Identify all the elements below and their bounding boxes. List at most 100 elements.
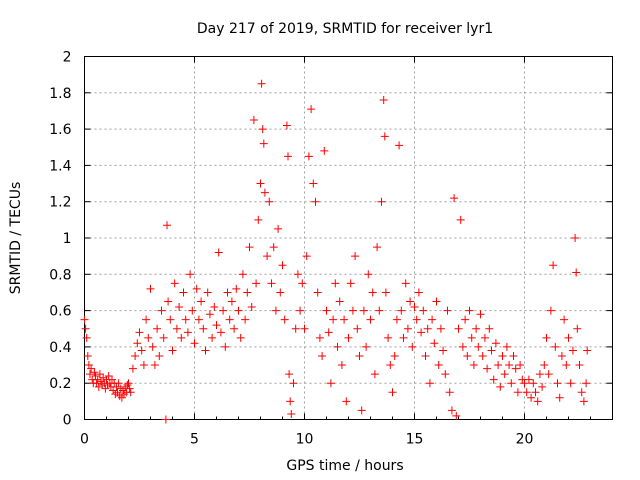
data-point bbox=[344, 333, 353, 342]
data-point bbox=[144, 333, 153, 342]
data-point bbox=[522, 388, 531, 397]
y-axis-title: SRMTID / TECUs bbox=[8, 182, 24, 295]
data-point bbox=[505, 361, 514, 370]
x-tick-label: 0 bbox=[80, 432, 89, 448]
x-tick-label: 5 bbox=[190, 432, 199, 448]
data-point bbox=[175, 302, 184, 311]
data-point bbox=[164, 297, 173, 306]
data-point bbox=[502, 342, 511, 351]
data-point bbox=[247, 302, 256, 311]
data-point bbox=[469, 361, 478, 370]
data-point bbox=[476, 310, 485, 319]
x-tick-label: 20 bbox=[516, 432, 534, 448]
data-point bbox=[322, 306, 331, 315]
data-point bbox=[256, 179, 265, 188]
data-point bbox=[436, 324, 445, 333]
data-point bbox=[498, 351, 507, 360]
data-point bbox=[373, 243, 382, 252]
data-point bbox=[414, 288, 423, 297]
data-point bbox=[386, 361, 395, 370]
data-point bbox=[298, 279, 307, 288]
data-point bbox=[260, 188, 269, 197]
data-point bbox=[276, 288, 285, 297]
data-point bbox=[582, 379, 591, 388]
data-point bbox=[432, 297, 441, 306]
y-tick-label: 2 bbox=[63, 50, 72, 66]
data-point bbox=[555, 393, 564, 402]
data-point bbox=[263, 252, 272, 261]
data-point bbox=[572, 268, 581, 277]
data-point bbox=[123, 381, 132, 390]
data-point bbox=[219, 306, 228, 315]
data-point bbox=[364, 270, 373, 279]
data-point bbox=[445, 388, 454, 397]
y-tick-label: 1 bbox=[63, 231, 72, 247]
data-point bbox=[562, 361, 571, 370]
data-point bbox=[335, 297, 344, 306]
data-point bbox=[447, 406, 456, 415]
data-point bbox=[232, 284, 241, 293]
data-point bbox=[269, 243, 278, 252]
data-point bbox=[513, 388, 522, 397]
data-point bbox=[265, 197, 274, 206]
data-point bbox=[80, 315, 89, 324]
data-point bbox=[397, 306, 406, 315]
data-point bbox=[293, 270, 302, 279]
data-point bbox=[278, 261, 287, 270]
data-point bbox=[99, 373, 108, 382]
data-point bbox=[170, 279, 179, 288]
data-point bbox=[311, 197, 320, 206]
data-point bbox=[223, 288, 232, 297]
data-point bbox=[87, 364, 96, 373]
data-point bbox=[450, 194, 459, 203]
data-point bbox=[428, 315, 437, 324]
data-point bbox=[90, 368, 99, 377]
data-point bbox=[359, 306, 368, 315]
data-point bbox=[480, 333, 489, 342]
data-point bbox=[474, 342, 483, 351]
data-point bbox=[331, 279, 340, 288]
data-point bbox=[124, 379, 133, 388]
data-point bbox=[403, 324, 412, 333]
data-point bbox=[186, 270, 195, 279]
data-point bbox=[93, 375, 102, 384]
data-point bbox=[384, 333, 393, 342]
data-point bbox=[227, 297, 236, 306]
data-point bbox=[111, 390, 120, 399]
x-tick-label: 15 bbox=[406, 432, 424, 448]
data-point bbox=[579, 397, 588, 406]
data-point bbox=[531, 388, 540, 397]
data-point bbox=[452, 411, 461, 420]
data-point bbox=[257, 79, 266, 88]
data-point bbox=[406, 297, 415, 306]
data-point bbox=[395, 141, 404, 150]
data-point bbox=[214, 248, 223, 257]
data-point bbox=[370, 370, 379, 379]
data-point bbox=[126, 388, 135, 397]
data-point bbox=[399, 333, 408, 342]
data-point bbox=[496, 382, 505, 391]
data-point bbox=[542, 333, 551, 342]
data-point bbox=[286, 397, 295, 406]
data-point bbox=[430, 339, 439, 348]
data-point bbox=[86, 370, 94, 379]
data-point bbox=[458, 342, 467, 351]
data-point bbox=[494, 361, 503, 370]
data-point bbox=[82, 333, 91, 342]
data-point bbox=[320, 146, 329, 155]
data-point bbox=[509, 351, 518, 360]
data-point bbox=[309, 179, 318, 188]
data-point bbox=[300, 324, 309, 333]
y-tick-label: 0 bbox=[63, 413, 72, 429]
x-tick-label: 10 bbox=[296, 432, 314, 448]
data-point bbox=[146, 284, 155, 293]
y-tick-label: 0.8 bbox=[49, 267, 71, 283]
data-point bbox=[568, 346, 577, 355]
data-point bbox=[443, 306, 452, 315]
y-tick-label: 0.2 bbox=[49, 376, 71, 392]
data-point bbox=[238, 270, 247, 279]
data-point bbox=[234, 306, 243, 315]
data-point bbox=[461, 315, 470, 324]
plot-frame bbox=[84, 56, 613, 420]
data-point bbox=[520, 379, 529, 388]
